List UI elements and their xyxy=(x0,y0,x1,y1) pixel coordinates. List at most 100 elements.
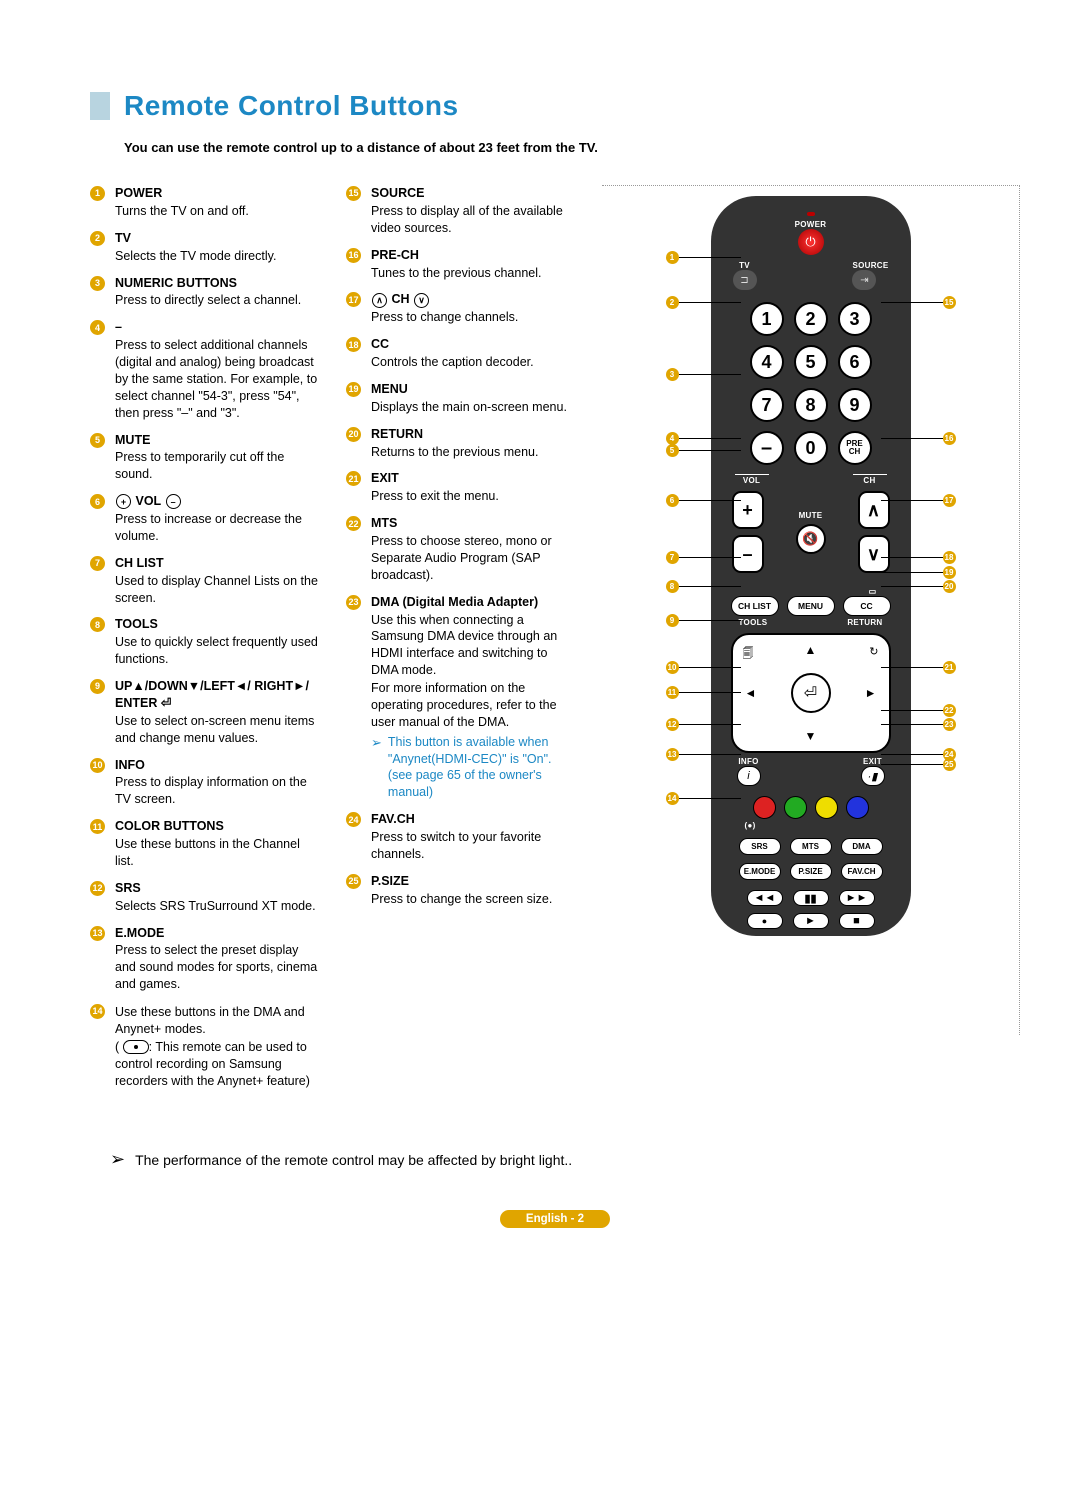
menu-button[interactable]: MENU xyxy=(787,596,835,616)
item-body: –Press to select additional channels (di… xyxy=(115,319,320,421)
note-text: This button is available when "Anynet(HD… xyxy=(388,734,576,802)
key-1[interactable]: 1 xyxy=(750,302,784,336)
item-desc: Use to quickly select frequently used fu… xyxy=(115,634,320,668)
ch-up[interactable]: ∧ xyxy=(858,491,890,529)
item-title: UP▲/DOWN▼/LEFT◄/ RIGHT►/ ENTER ⏎ xyxy=(115,679,309,710)
vol-up[interactable]: + xyxy=(732,491,764,529)
item-body: P.SIZEPress to change the screen size. xyxy=(371,873,576,908)
key-8[interactable]: 8 xyxy=(794,388,828,422)
arrow-left-icon: ◄ xyxy=(745,686,757,700)
bullet-number: 11 xyxy=(90,819,105,834)
footer-note-text: The performance of the remote control ma… xyxy=(135,1152,572,1168)
vol-ch-labels: VOL CH xyxy=(725,474,897,485)
favch-button[interactable]: FAV.CH xyxy=(841,863,883,880)
power-button[interactable]: ⏻ xyxy=(798,229,824,255)
list-item: 21EXITPress to exit the menu. xyxy=(346,470,576,505)
page: Remote Control Buttons You can use the r… xyxy=(0,0,1080,1268)
forward-button[interactable]: ►► xyxy=(839,890,875,906)
key-7[interactable]: 7 xyxy=(750,388,784,422)
vol-down[interactable]: – xyxy=(732,535,764,573)
key-2[interactable]: 2 xyxy=(794,302,828,336)
item-body: MUTEPress to temporarily cut off the sou… xyxy=(115,432,320,484)
exit-button[interactable]: ·▮ xyxy=(861,766,885,786)
dma-button[interactable]: DMA xyxy=(841,838,883,855)
red-button[interactable] xyxy=(753,796,776,819)
list-item: 10INFOPress to display information on th… xyxy=(90,757,320,809)
key-4[interactable]: 4 xyxy=(750,345,784,379)
item-body: UP▲/DOWN▼/LEFT◄/ RIGHT►/ ENTER ⏎Use to s… xyxy=(115,678,320,747)
key-9[interactable]: 9 xyxy=(838,388,872,422)
stop-button[interactable]: ■ xyxy=(839,913,875,929)
blue-button[interactable] xyxy=(846,796,869,819)
bullet-number: 24 xyxy=(346,812,361,827)
pause-button[interactable]: ▮▮ xyxy=(793,890,829,906)
green-button[interactable] xyxy=(784,796,807,819)
list-item: 17∧ CH ∨Press to change channels. xyxy=(346,291,576,326)
info-button[interactable]: i xyxy=(737,766,761,786)
chlist-button[interactable]: CH LIST xyxy=(731,596,779,616)
emode-button[interactable]: E.MODE xyxy=(739,863,781,880)
mts-button[interactable]: MTS xyxy=(790,838,832,855)
yellow-button[interactable] xyxy=(815,796,838,819)
item-tail: ( : This remote can be used to control r… xyxy=(115,1039,320,1090)
tv-button[interactable]: ⊐ xyxy=(733,270,757,290)
mute-button[interactable]: 🔇 xyxy=(796,524,826,554)
cc-button[interactable]: CC xyxy=(843,596,891,616)
tv-group: TV ⊐ xyxy=(733,261,757,290)
info-exit-row: INFO i EXIT ·▮ xyxy=(725,757,897,786)
srs-button[interactable]: SRS xyxy=(739,838,781,855)
leader-line xyxy=(679,754,741,755)
item-desc: Returns to the previous menu. xyxy=(371,444,576,461)
return-icon: ↻ xyxy=(869,645,878,658)
play-button[interactable]: ► xyxy=(793,913,829,929)
key-dash[interactable]: – xyxy=(750,431,784,465)
item-desc: Selects SRS TruSurround XT mode. xyxy=(115,898,320,915)
item-body: MENU Displays the main on-screen menu. xyxy=(371,381,576,416)
leader-bullet: 23 xyxy=(943,718,956,731)
bullet-number: 8 xyxy=(90,617,105,632)
bullet-number: 25 xyxy=(346,874,361,889)
leader-line xyxy=(881,572,943,573)
item-body: E.MODEPress to select the preset display… xyxy=(115,925,320,994)
key-prech[interactable]: PRE CH xyxy=(838,431,872,465)
leader-bullet: 7 xyxy=(666,551,679,564)
minus-icon: – xyxy=(166,494,181,509)
ch-down[interactable]: ∨ xyxy=(858,535,890,573)
label-info: INFO xyxy=(737,757,761,766)
leader-bullet: 15 xyxy=(943,296,956,309)
item-desc: Displays the main on-screen menu. xyxy=(371,399,576,416)
item-body: CH LISTUsed to display Channel Lists on … xyxy=(115,555,320,607)
leader-bullet: 11 xyxy=(666,686,679,699)
bullet-number: 20 xyxy=(346,427,361,442)
item-title: RETURN xyxy=(371,427,423,441)
leader-bullet: 22 xyxy=(943,704,956,717)
leader-bullet: 2 xyxy=(666,296,679,309)
item-title: PRE-CH xyxy=(371,248,419,262)
record-button[interactable]: ● xyxy=(747,913,783,929)
item-title: MENU xyxy=(371,382,408,396)
bullet-number: 21 xyxy=(346,471,361,486)
rewind-button[interactable]: ◄◄ xyxy=(747,890,783,906)
item-desc: Press to change the screen size. xyxy=(371,891,576,908)
key-3[interactable]: 3 xyxy=(838,302,872,336)
brand-logo: SAMSUNG xyxy=(725,955,897,970)
title-marker xyxy=(90,92,110,120)
keypad: 123 456 789 –0 PRE CH xyxy=(725,302,897,465)
dpad-wrap: ▲ ▼ ◄ ► 🗐 ↻ ⏎ xyxy=(731,633,891,753)
key-0[interactable]: 0 xyxy=(794,431,828,465)
arrow-up-icon: ▲ xyxy=(805,643,817,657)
item-desc: Controls the caption decoder. xyxy=(371,354,576,371)
enter-button[interactable]: ⏎ xyxy=(791,673,831,713)
item-body: SRSSelects SRS TruSurround XT mode. xyxy=(115,880,320,915)
leader-bullet: 13 xyxy=(666,748,679,761)
item-body: + VOL –Press to increase or decrease the… xyxy=(115,493,320,545)
label-source: SOURCE xyxy=(852,261,888,270)
item-body: COLOR BUTTONSUse these buttons in the Ch… xyxy=(115,818,320,870)
mute-group: MUTE 🔇 xyxy=(796,491,826,573)
source-button[interactable]: ⇥ xyxy=(852,270,876,290)
item-body: CCControls the caption decoder. xyxy=(371,336,576,371)
key-6[interactable]: 6 xyxy=(838,345,872,379)
psize-button[interactable]: P.SIZE xyxy=(790,863,832,880)
item-title: COLOR BUTTONS xyxy=(115,819,224,833)
key-5[interactable]: 5 xyxy=(794,345,828,379)
